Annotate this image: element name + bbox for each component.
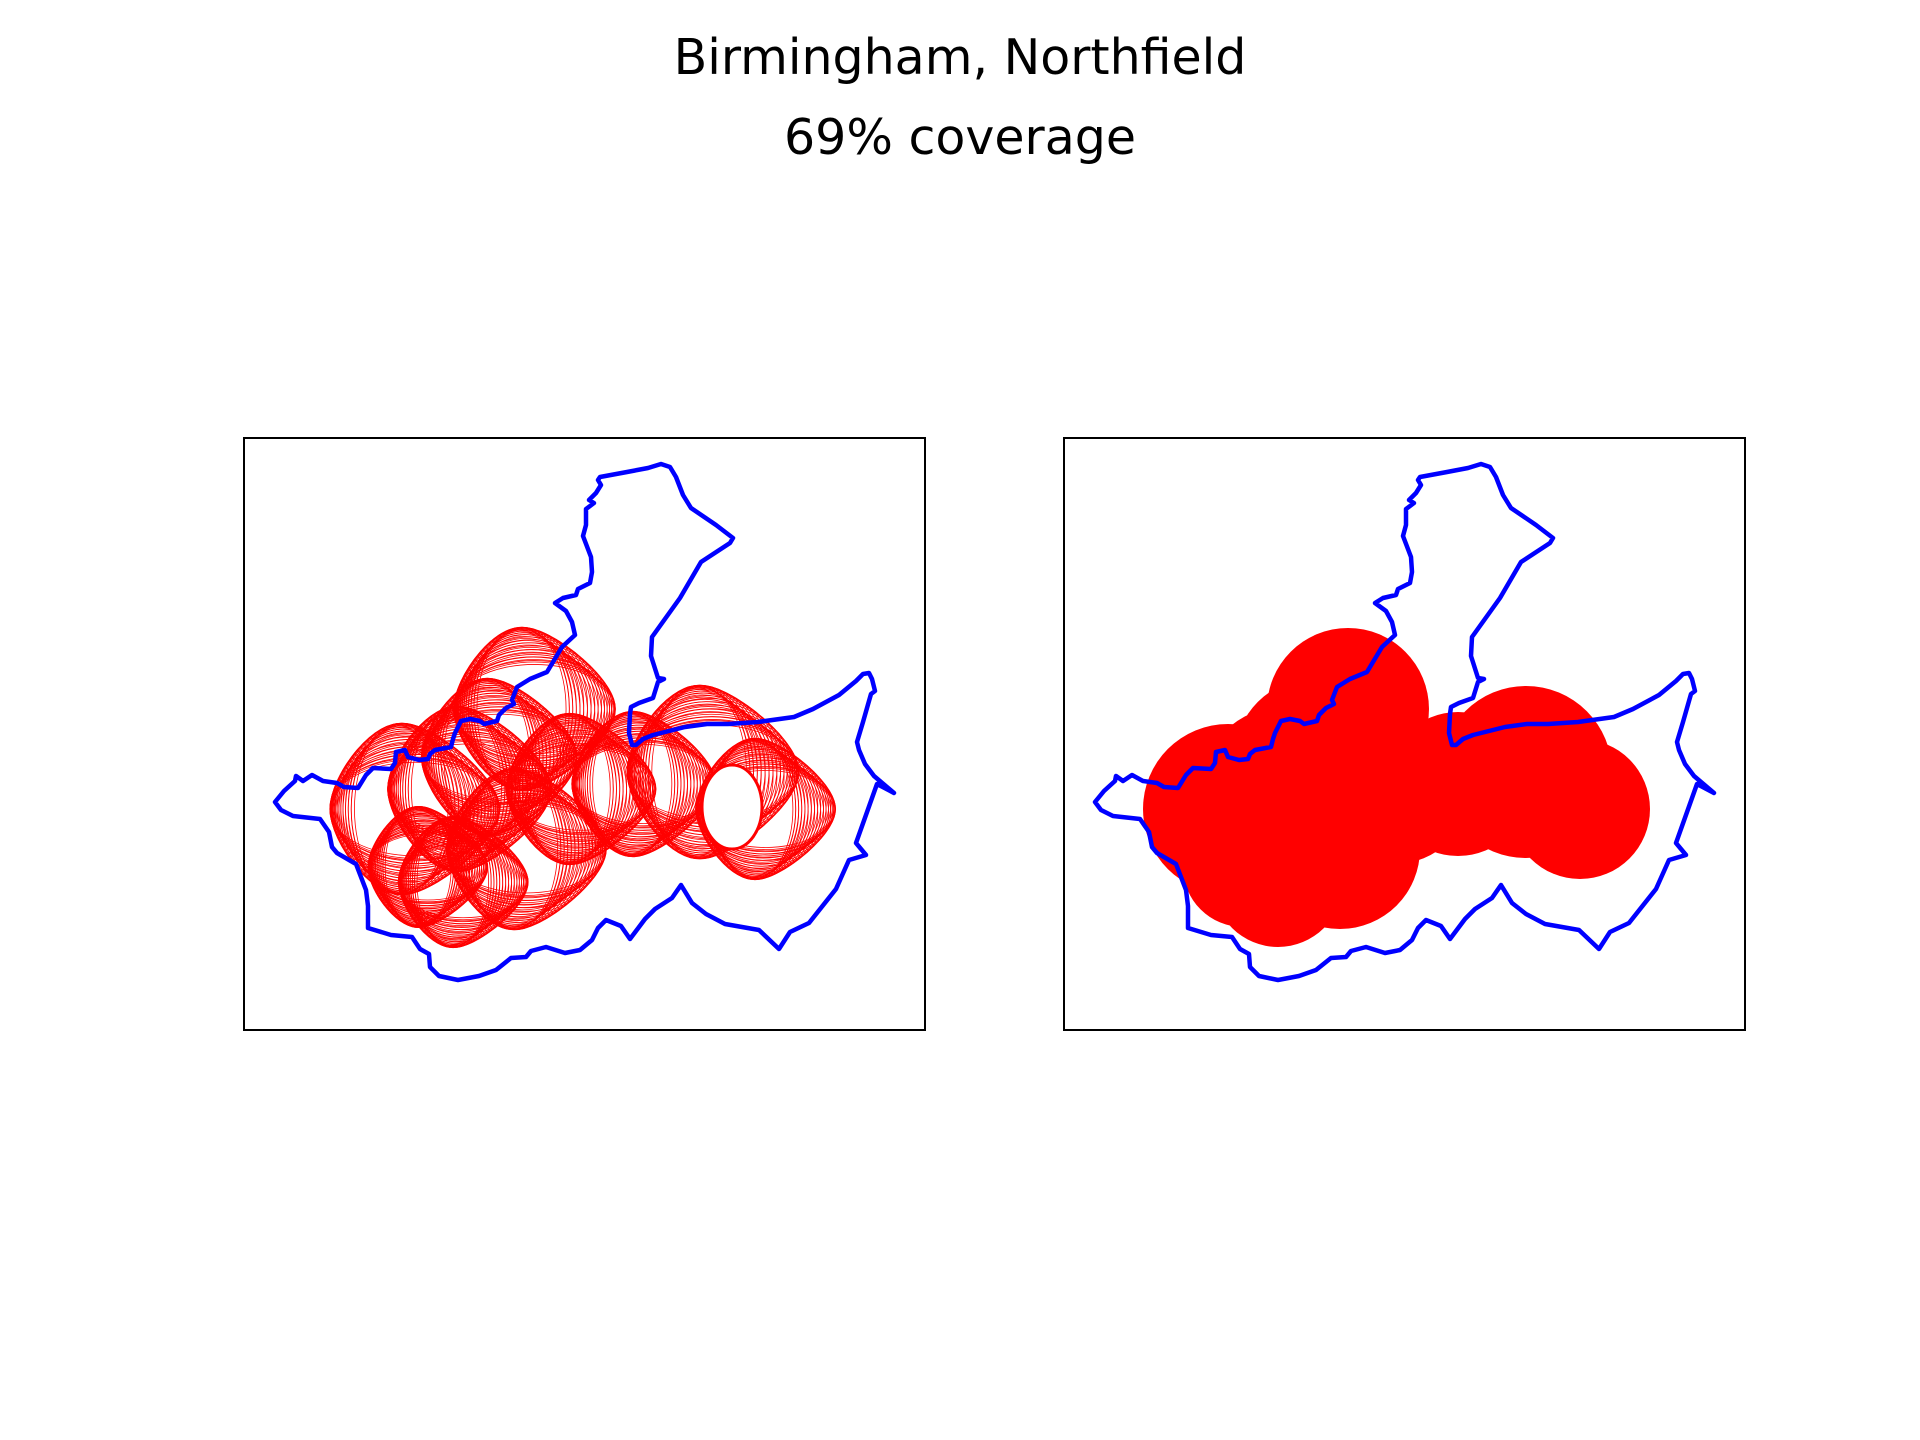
coverage-circle-outline-10-28 xyxy=(369,813,478,915)
coverage-circle-outline-6-25 xyxy=(633,688,774,848)
coverage-circle-outline-10-35 xyxy=(367,830,489,903)
coverage-circle-outline-3-30 xyxy=(422,692,570,815)
coverage-circle-outline-2-26 xyxy=(458,632,596,778)
coverage-subtitle: 69% coverage xyxy=(784,109,1136,166)
coverage-circle-outline-3-25 xyxy=(427,681,555,826)
map-panel-filled-circles xyxy=(1063,437,1746,1031)
coverage-circle-outline-10-29 xyxy=(369,815,481,914)
coverage-circle-outline-4-30 xyxy=(507,727,649,845)
coverage-circle-outline-5-28 xyxy=(574,719,704,842)
coverage-circle-outline-10-24 xyxy=(373,807,468,922)
coverage-circle-outline-8-31 xyxy=(447,786,602,906)
coverage-circle-outline-9-25 xyxy=(403,818,510,940)
coverage-circle-filled-10 xyxy=(1183,807,1303,927)
coverage-circle-outline-9-27 xyxy=(401,821,515,936)
coverage-circle-outline-9-28 xyxy=(400,823,518,934)
coverage-circle-outline-9-35 xyxy=(397,842,529,921)
coverage-circle-outline-2-22 xyxy=(465,627,581,786)
coverage-circle-outline-8-35 xyxy=(446,800,607,896)
map-canvas-right xyxy=(1092,461,1717,983)
coverage-circle-outline-9-22 xyxy=(407,816,501,944)
coverage-circle-outline-9-24 xyxy=(404,817,507,941)
coverage-circle-outline-10-25 xyxy=(372,808,471,920)
coverage-circle-outline-5-22 xyxy=(582,711,685,853)
coverage-circle-outline-7-30 xyxy=(696,751,829,861)
coverage-circle-outline-10-23 xyxy=(375,806,465,923)
coverage-circle-outline-5-24 xyxy=(578,712,692,849)
coverage-gap-ring xyxy=(700,763,764,851)
coverage-circle-outline-6-21 xyxy=(642,684,758,855)
coverage-circle-outline-2-30 xyxy=(454,642,608,769)
coverage-circles-outline xyxy=(329,626,836,949)
coverage-circle-outline-8-24 xyxy=(454,769,580,922)
coverage-circle-outline-7-35 xyxy=(695,766,836,851)
coverage-circle-outline-10-27 xyxy=(370,811,476,917)
coverage-circle-outline-7-29 xyxy=(697,748,827,863)
constituency-boundary xyxy=(272,461,897,983)
coverage-circle-outline-10-26 xyxy=(371,809,473,919)
coverage-circle-outline-3-29 xyxy=(423,689,568,817)
coverage-circle-outline-7-28 xyxy=(697,746,825,865)
coverage-circle-outline-3-28 xyxy=(423,687,565,820)
coverage-circle-outline-3-22 xyxy=(432,678,544,831)
coverage-circle-outline-5-27 xyxy=(575,717,701,844)
coverage-circles-filled xyxy=(1143,628,1650,947)
coverage-circle-outline-5-23 xyxy=(580,711,688,851)
coverage-circle-outline-3-26 xyxy=(426,682,558,824)
coverage-circle-outline-7-26 xyxy=(699,742,819,869)
figure-title-block: Birmingham, Northfield 69% coverage xyxy=(0,18,1920,178)
coverage-circle-outline-9-23 xyxy=(406,816,504,943)
coverage-circle-outline-10-22 xyxy=(376,806,462,924)
constituency-boundary xyxy=(1092,461,1717,983)
coverage-circle-outline-6-22 xyxy=(639,685,762,854)
coverage-circle-outline-5-25 xyxy=(577,714,695,848)
coverage-circle-filled-7 xyxy=(1510,739,1650,879)
map-canvas-left xyxy=(272,461,897,983)
coverage-circle-outline-9-26 xyxy=(402,820,513,938)
coverage-circle-outline-5-26 xyxy=(576,715,698,846)
coverage-circle-outline-10-30 xyxy=(368,817,483,912)
coverage-circle-outline-3-35 xyxy=(420,709,578,803)
coverage-circle-outline-3-27 xyxy=(424,684,562,822)
coverage-circle-outline-7-27 xyxy=(698,744,822,867)
figure-title: Birmingham, Northfield xyxy=(673,29,1247,86)
map-panel-outline-circles xyxy=(243,437,926,1031)
coverage-circle-outline-2-29 xyxy=(455,639,606,772)
